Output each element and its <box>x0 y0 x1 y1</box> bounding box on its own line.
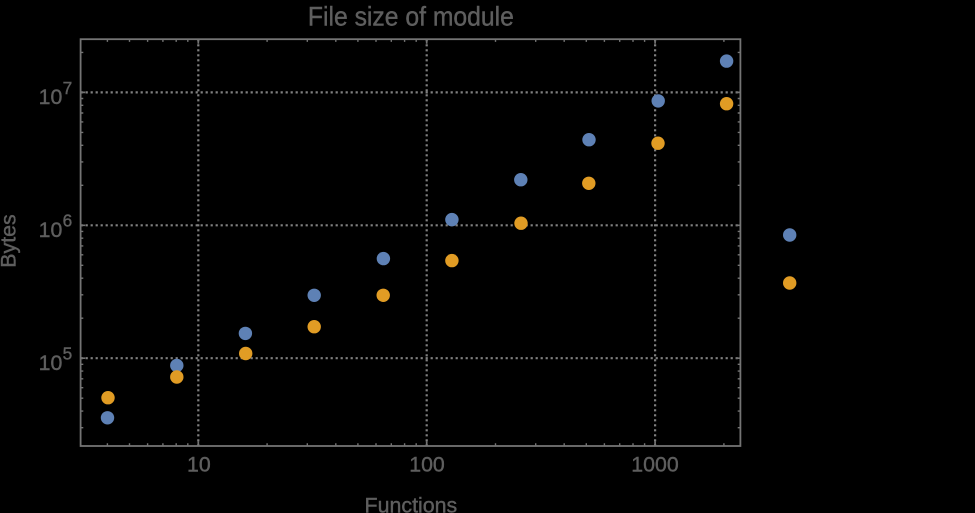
svg-text:6: 6 <box>63 211 73 231</box>
svg-text:100: 100 <box>409 453 445 477</box>
svg-text:5: 5 <box>63 344 73 364</box>
svg-text:File size of module: File size of module <box>308 2 514 32</box>
svg-text:Functions: Functions <box>365 494 458 513</box>
svg-text:10: 10 <box>39 351 63 375</box>
svg-text:10: 10 <box>39 85 63 109</box>
svg-text:1000: 1000 <box>631 453 679 477</box>
svg-text:10: 10 <box>39 218 63 242</box>
svg-text:10: 10 <box>187 453 211 477</box>
svg-text:Bytes: Bytes <box>0 214 20 268</box>
svg-text:7: 7 <box>63 78 73 98</box>
